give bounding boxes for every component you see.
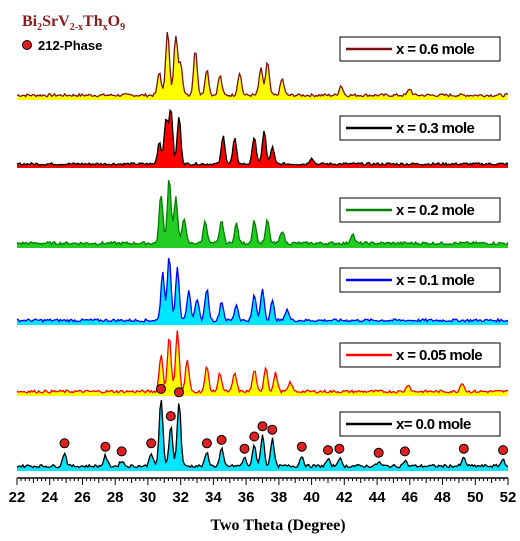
compound-sub-3: 9: [120, 22, 125, 33]
phase-marker-6: [174, 387, 184, 398]
x-tick-label-22: 22: [9, 489, 26, 506]
xrd-panel-3: [16, 257, 509, 325]
phase-marker-0: [59, 438, 70, 449]
phase-legend-marker: [22, 40, 32, 50]
xrd-panel-2: [16, 180, 509, 248]
legend-0: x = 0.6 mole: [339, 36, 501, 62]
phase-marker-9: [239, 443, 250, 454]
xrd-line-0: [16, 31, 509, 98]
legend-4: x = 0.05 mole: [339, 342, 501, 368]
phase-marker-19: [498, 445, 509, 456]
compound-formula: Bi2SrV2-xThxO9: [22, 13, 125, 33]
legend-label-1: x = 0.3 mole: [396, 120, 475, 137]
phase-marker-12: [267, 424, 278, 435]
compound-label: Bi2SrV2-xThxO9 212-Phase: [22, 13, 125, 53]
x-tick-label-38: 38: [271, 489, 288, 506]
x-tick-label-26: 26: [74, 489, 91, 506]
compound-sub-1: 2-x: [70, 22, 83, 33]
x-axis: 22 24 26 28 30 32 34 36 38 40 42 44 46 48 50 52: [9, 477, 517, 506]
legend-3: x = 0.1 mole: [339, 267, 501, 293]
x-tick-label-28: 28: [107, 489, 124, 506]
phase-marker-13: [296, 441, 307, 452]
phase-marker-14: [323, 445, 333, 456]
phase-marker-4: [156, 383, 166, 394]
x-tick-label-52: 52: [500, 489, 517, 506]
phase-legend-label: 212-Phase: [38, 38, 102, 53]
phase-marker-5: [165, 411, 176, 422]
compound-sub-2: x: [103, 22, 108, 33]
phase-marker-1: [100, 441, 111, 452]
x-tick-label-44: 44: [369, 489, 386, 506]
xrd-line-5: [16, 399, 509, 469]
legend-2: x = 0.2 mole: [339, 197, 501, 223]
phase-marker-7: [201, 438, 212, 449]
x-tick-label-42: 42: [336, 489, 353, 506]
x-tick-label-30: 30: [140, 489, 157, 506]
xrd-line-2: [16, 180, 509, 246]
panels-group: [16, 31, 509, 471]
compound-base-3: O: [108, 13, 120, 30]
xrd-panel-1: [16, 108, 509, 168]
xrd-line-4: [16, 330, 509, 395]
compound-base-1: SrV: [42, 13, 70, 30]
compound-sub-0: 2: [37, 22, 42, 33]
phase-marker-10: [249, 431, 260, 442]
legend-label-4: x = 0.05 mole: [396, 347, 482, 364]
xrd-line-3: [16, 257, 509, 324]
legend-label-3: x = 0.1 mole: [396, 272, 475, 289]
phase-markers-group: [59, 383, 509, 458]
x-axis-title: Two Theta (Degree): [210, 517, 345, 534]
phase-marker-3: [146, 438, 157, 449]
phase-marker-11: [257, 421, 268, 432]
x-tick-label-48: 48: [434, 489, 451, 506]
legend-label-0: x = 0.6 mole: [396, 41, 475, 58]
phase-marker-18: [458, 443, 469, 454]
phase-marker-8: [216, 434, 227, 445]
phase-marker-15: [334, 443, 345, 454]
legend-1: x = 0.3 mole: [339, 115, 501, 141]
xrd-fill-1: [17, 110, 508, 168]
compound-base-0: Bi: [22, 13, 38, 30]
legend-label-2: x = 0.2 mole: [396, 202, 475, 219]
legend-label-5: x= 0.0 mole: [396, 416, 471, 433]
phase-marker-17: [399, 446, 410, 457]
x-tick-label-50: 50: [467, 489, 484, 506]
x-tick-label-40: 40: [303, 489, 320, 506]
x-tick-label-34: 34: [205, 489, 222, 506]
phase-marker-16: [373, 447, 384, 458]
xrd-panel-0: [16, 31, 509, 100]
legend-5: x= 0.0 mole: [339, 411, 501, 437]
xrd-panel-4: [16, 330, 509, 396]
x-tick-label-24: 24: [41, 489, 58, 506]
x-tick-label-36: 36: [238, 489, 255, 506]
x-tick-label-32: 32: [172, 489, 189, 506]
xrd-panel-5: [16, 399, 509, 471]
legends-group: x = 0.6 mole x = 0.3 mole x = 0.2 mole x = …: [339, 36, 501, 437]
phase-marker-2: [116, 446, 127, 457]
x-tick-label-46: 46: [401, 489, 418, 506]
compound-base-2: Th: [83, 13, 103, 30]
xrd-line-1: [16, 108, 509, 167]
xrd-fill-0: [17, 32, 508, 100]
